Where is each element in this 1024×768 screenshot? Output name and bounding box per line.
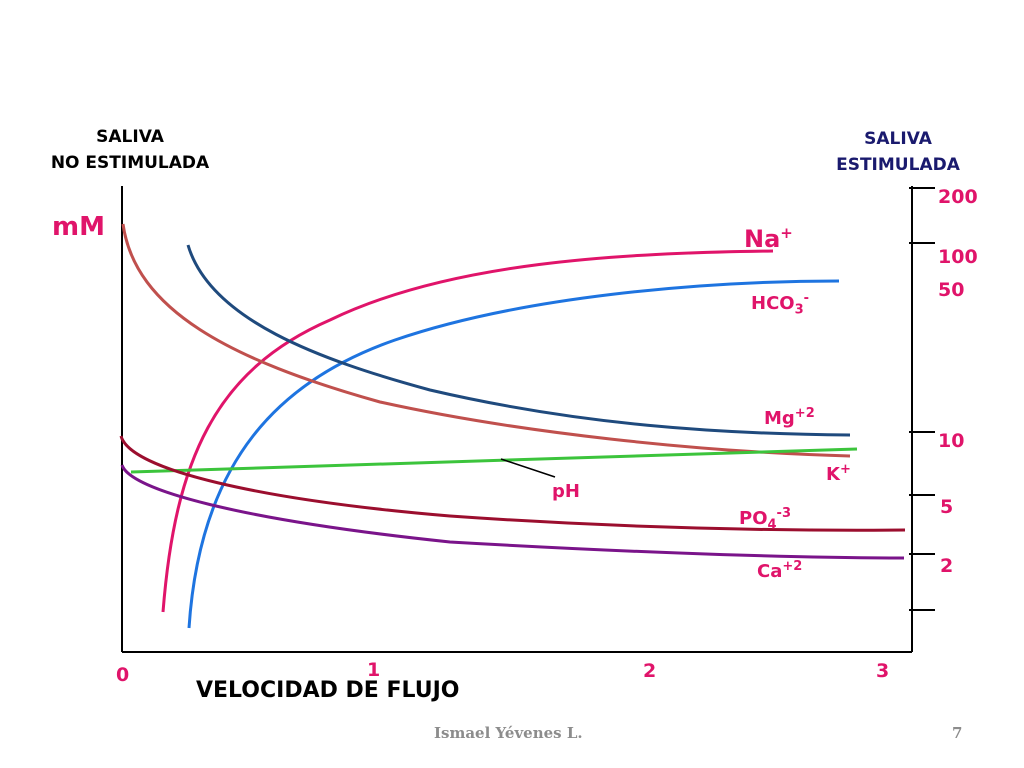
header-unstimulated-line2: NO ESTIMULADA: [50, 153, 210, 173]
header-unstimulated: SALIVA NO ESTIMULADA: [30, 124, 230, 176]
series-k-line: [121, 223, 851, 458]
label-ca-base: Ca: [757, 561, 783, 582]
right-tick-label: 50: [938, 279, 965, 301]
series-hco3-line: [187, 279, 840, 629]
right-tick-label: 5: [940, 496, 954, 518]
right-tick-label: 2: [940, 555, 954, 577]
label-mg-base: Mg: [764, 408, 795, 429]
label-hco3-base: HCO: [751, 293, 795, 314]
header-unstimulated-line1: SALIVA: [96, 127, 164, 147]
label-hco3-sup: -: [803, 291, 810, 306]
label-hco3: HCO3-: [751, 291, 809, 318]
label-mg: Mg+2: [764, 406, 815, 429]
header-stimulated-line2: ESTIMULADA: [836, 155, 960, 175]
y-unit-label: mM: [52, 212, 105, 242]
x-tick-label: 2: [643, 660, 657, 682]
label-po4: PO4-3: [739, 506, 791, 533]
label-k-base: K: [826, 464, 840, 485]
x-tick-label: 1: [367, 659, 381, 681]
label-mg-sup: +2: [794, 406, 815, 421]
right-tick-label: 200: [938, 186, 978, 208]
series-ca-line: [120, 464, 905, 560]
series-mg-line: [186, 244, 851, 437]
header-stimulated-line1: SALIVA: [864, 129, 932, 149]
series-ph-line: [130, 447, 858, 474]
right-tick-label: 10: [938, 430, 965, 452]
header-stimulated: SALIVA ESTIMULADA: [800, 126, 996, 178]
label-k-sup: +: [839, 462, 851, 477]
x-tick-label: 3: [876, 660, 890, 682]
series-na-line: [161, 249, 774, 613]
label-po4-sub: 4: [767, 517, 777, 533]
ph-leader-line: [500, 458, 556, 478]
label-ph: pH: [552, 481, 580, 502]
label-po4-base: PO: [739, 508, 768, 529]
label-ca: Ca+2: [757, 559, 802, 582]
x-axis-label: VELOCIDAD DE FLUJO: [196, 678, 460, 703]
label-na: Na+: [744, 224, 793, 253]
x-tick-label: 0: [116, 664, 130, 686]
footer-page-number: 7: [952, 724, 963, 742]
label-ph-base: pH: [552, 481, 580, 502]
footer-author: Ismael Yévenes L.: [434, 724, 583, 742]
label-na-sup: +: [780, 224, 793, 242]
label-k: K+: [826, 462, 851, 485]
label-hco3-sub: 3: [794, 302, 804, 318]
right-tick-label: 100: [938, 246, 978, 268]
series-po4-line: [119, 435, 906, 532]
label-na-base: Na: [744, 225, 781, 253]
label-ca-sup: +2: [782, 559, 803, 574]
label-po4-sup: -3: [776, 506, 791, 521]
